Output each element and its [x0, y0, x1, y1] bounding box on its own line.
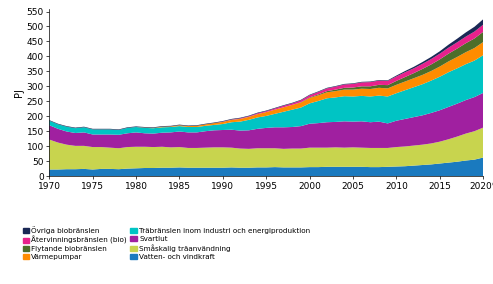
Legend: Övriga biobränslen, Återvinningsbränslen (bio), Flytande biobränslen, Värmepumpa: Övriga biobränslen, Återvinningsbränslen…	[23, 227, 310, 260]
Y-axis label: PJ: PJ	[14, 88, 24, 97]
